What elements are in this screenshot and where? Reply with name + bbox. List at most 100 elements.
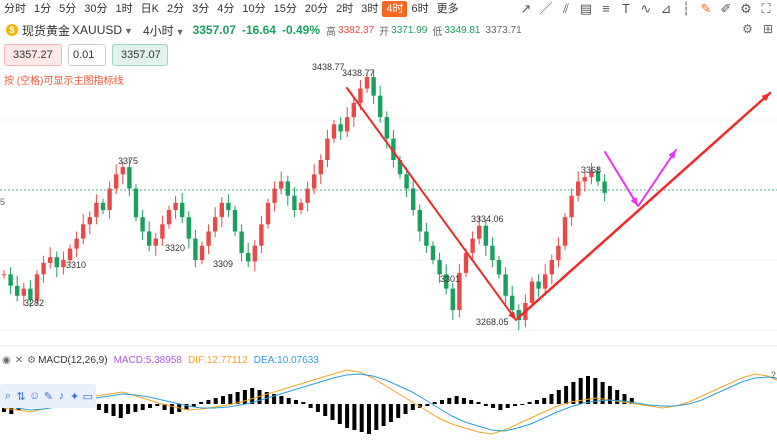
- period-tab[interactable]: 2时: [336, 3, 354, 15]
- period-tab[interactable]: 10分: [242, 3, 266, 15]
- macd-bar: [315, 404, 320, 412]
- more-tools-icon[interactable]: ┆: [682, 1, 690, 16]
- candle-body: [378, 95, 383, 118]
- cursor-icon[interactable]: ↗: [520, 1, 532, 16]
- period-tab[interactable]: 4时: [382, 1, 408, 17]
- period-tab[interactable]: 15分: [273, 3, 297, 15]
- candle-body: [265, 202, 271, 225]
- macd-bar: [272, 394, 277, 404]
- grid-icon[interactable]: ⊞: [762, 22, 773, 36]
- hatch-tool-icon[interactable]: ▤: [579, 1, 593, 16]
- period-tab[interactable]: 3时: [361, 3, 379, 15]
- period-tab[interactable]: 1分: [34, 3, 52, 15]
- macd-bar: [308, 404, 313, 408]
- period-tab[interactable]: 1时: [115, 3, 133, 15]
- draw-icon[interactable]: ✐: [720, 1, 732, 16]
- candle-body: [147, 231, 152, 246]
- macd-bar: [337, 404, 342, 424]
- wave-tool-icon[interactable]: ∿: [640, 1, 652, 16]
- dif-value: DIF:12.77112: [187, 354, 248, 366]
- high-value: 3382.37: [338, 24, 375, 36]
- macd-bar: [461, 398, 466, 404]
- candle-body: [391, 138, 396, 160]
- period-tab[interactable]: 日K: [140, 3, 159, 15]
- edit-icon[interactable]: ✎: [700, 1, 712, 16]
- macd-bar: [294, 400, 298, 404]
- fullscreen-icon[interactable]: ⛶: [761, 1, 771, 16]
- pin-icon[interactable]: ✦: [69, 390, 80, 403]
- interval-text: 4小时: [142, 23, 174, 38]
- eye-icon[interactable]: ◉: [2, 354, 11, 366]
- right-axis-tick: 2: [771, 370, 776, 380]
- period-tab[interactable]: 5分: [59, 3, 77, 15]
- macd-bar: [440, 400, 444, 404]
- candle-body: [100, 202, 106, 211]
- period-tab[interactable]: 6时: [411, 3, 429, 15]
- candle-body: [213, 217, 218, 232]
- symbol-code[interactable]: XAUUSD ▼: [72, 23, 133, 37]
- mouse-icon[interactable]: ⌕: [4, 389, 12, 402]
- dea-value: DEA:10.07633: [253, 354, 319, 366]
- macd-name[interactable]: MACD(12,26,9): [38, 354, 108, 366]
- period-tab[interactable]: 更多: [436, 3, 459, 15]
- macd-bar: [403, 404, 408, 414]
- symbol-name[interactable]: 现货黄金: [22, 23, 71, 38]
- emoji-icon[interactable]: ☺: [29, 390, 41, 402]
- symbol-infobar: $ 现货黄金 XAUUSD ▼ 4小时 ▼ 3357.07 -16.64 -0.49…: [0, 21, 527, 39]
- period-tab[interactable]: 2分: [166, 3, 185, 15]
- period-tab[interactable]: 分时: [4, 3, 26, 15]
- measure-icon[interactable]: ⊿: [660, 1, 672, 16]
- candle-body: [411, 188, 416, 211]
- macd-bar: [330, 404, 335, 420]
- period-tab[interactable]: 30分: [84, 3, 108, 15]
- close-icon[interactable]: ✕: [14, 354, 24, 366]
- magnet-icon[interactable]: ⇅: [16, 390, 26, 403]
- candle-body: [87, 217, 92, 225]
- sell-price-box[interactable]: 3357.27: [4, 44, 62, 66]
- period-tab[interactable]: 3分: [192, 3, 210, 15]
- settings-icon[interactable]: ⚙: [740, 1, 752, 16]
- eraser-icon[interactable]: ▭: [82, 390, 94, 403]
- settings-small-icon[interactable]: ⚙: [742, 22, 753, 36]
- trade-boxes: 3357.27 0.01 3357.07: [4, 44, 168, 66]
- candle-body: [166, 210, 172, 225]
- candle-body: [325, 138, 330, 160]
- macd-bar: [578, 378, 583, 404]
- candle-body: [338, 124, 343, 132]
- candle-body: [430, 245, 436, 261]
- spread-input[interactable]: 0.01: [68, 44, 106, 66]
- candle-body: [193, 238, 198, 261]
- buy-price-box[interactable]: 3357.07: [112, 44, 168, 66]
- channel-tool-icon[interactable]: ⫽: [563, 1, 569, 16]
- macd-bar: [140, 404, 145, 410]
- candle-body: [140, 217, 145, 232]
- line-tool-icon[interactable]: ／: [539, 1, 553, 16]
- brush-icon[interactable]: ✎: [43, 390, 54, 403]
- macd-bar: [622, 394, 627, 404]
- settings-icon[interactable]: ⚙: [27, 354, 37, 366]
- down-trend-arrow-head: [508, 311, 516, 320]
- mic-icon[interactable]: ♪: [58, 390, 65, 402]
- candle-body: [345, 117, 350, 132]
- candle-body: [569, 195, 574, 218]
- period-tab[interactable]: 20分: [304, 3, 329, 15]
- macd-bar: [96, 404, 101, 410]
- macd-bar: [169, 404, 174, 414]
- macd-bar: [250, 388, 255, 404]
- text-tool-icon[interactable]: T: [622, 1, 630, 16]
- period-tab[interactable]: 4分: [217, 3, 235, 15]
- candle-body: [107, 188, 112, 211]
- candle-body: [305, 188, 310, 203]
- price-label: 3375: [118, 156, 138, 166]
- macd-bar: [491, 404, 496, 408]
- interval-select[interactable]: 4小时 ▼: [143, 22, 185, 39]
- macd-bar: [184, 404, 189, 410]
- candle-body: [556, 245, 561, 261]
- macd-bar: [586, 376, 590, 404]
- macd-bar: [593, 378, 598, 404]
- price-change: -16.64: [241, 23, 276, 37]
- fib-tool-icon[interactable]: ≡: [602, 1, 610, 16]
- candle-body: [404, 174, 409, 189]
